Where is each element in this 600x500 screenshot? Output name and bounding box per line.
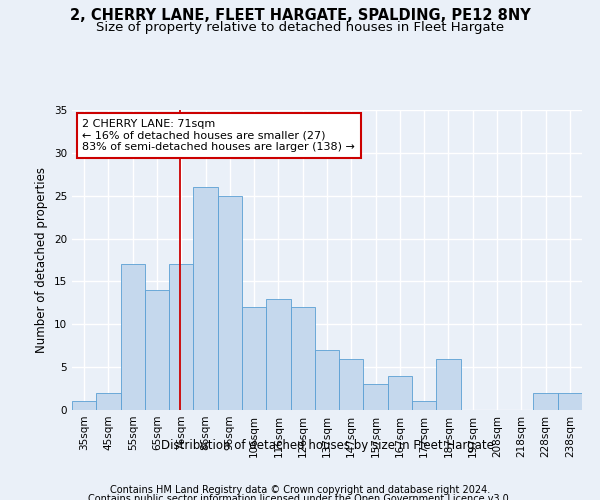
Bar bbox=[364, 384, 388, 410]
Bar bbox=[533, 393, 558, 410]
Bar bbox=[145, 290, 169, 410]
Bar bbox=[96, 393, 121, 410]
Text: Contains public sector information licensed under the Open Government Licence v3: Contains public sector information licen… bbox=[88, 494, 512, 500]
Bar bbox=[339, 358, 364, 410]
Bar bbox=[193, 187, 218, 410]
Bar bbox=[388, 376, 412, 410]
Bar bbox=[266, 298, 290, 410]
Bar bbox=[72, 402, 96, 410]
Text: 2, CHERRY LANE, FLEET HARGATE, SPALDING, PE12 8NY: 2, CHERRY LANE, FLEET HARGATE, SPALDING,… bbox=[70, 8, 530, 22]
Bar bbox=[558, 393, 582, 410]
Bar bbox=[315, 350, 339, 410]
Bar bbox=[121, 264, 145, 410]
Bar bbox=[412, 402, 436, 410]
Bar bbox=[290, 307, 315, 410]
Text: 2 CHERRY LANE: 71sqm
← 16% of detached houses are smaller (27)
83% of semi-detac: 2 CHERRY LANE: 71sqm ← 16% of detached h… bbox=[82, 119, 355, 152]
Bar bbox=[218, 196, 242, 410]
Bar bbox=[242, 307, 266, 410]
Y-axis label: Number of detached properties: Number of detached properties bbox=[35, 167, 49, 353]
Text: Contains HM Land Registry data © Crown copyright and database right 2024.: Contains HM Land Registry data © Crown c… bbox=[110, 485, 490, 495]
Text: Distribution of detached houses by size in Fleet Hargate: Distribution of detached houses by size … bbox=[161, 440, 493, 452]
Bar bbox=[169, 264, 193, 410]
Text: Size of property relative to detached houses in Fleet Hargate: Size of property relative to detached ho… bbox=[96, 21, 504, 34]
Bar bbox=[436, 358, 461, 410]
